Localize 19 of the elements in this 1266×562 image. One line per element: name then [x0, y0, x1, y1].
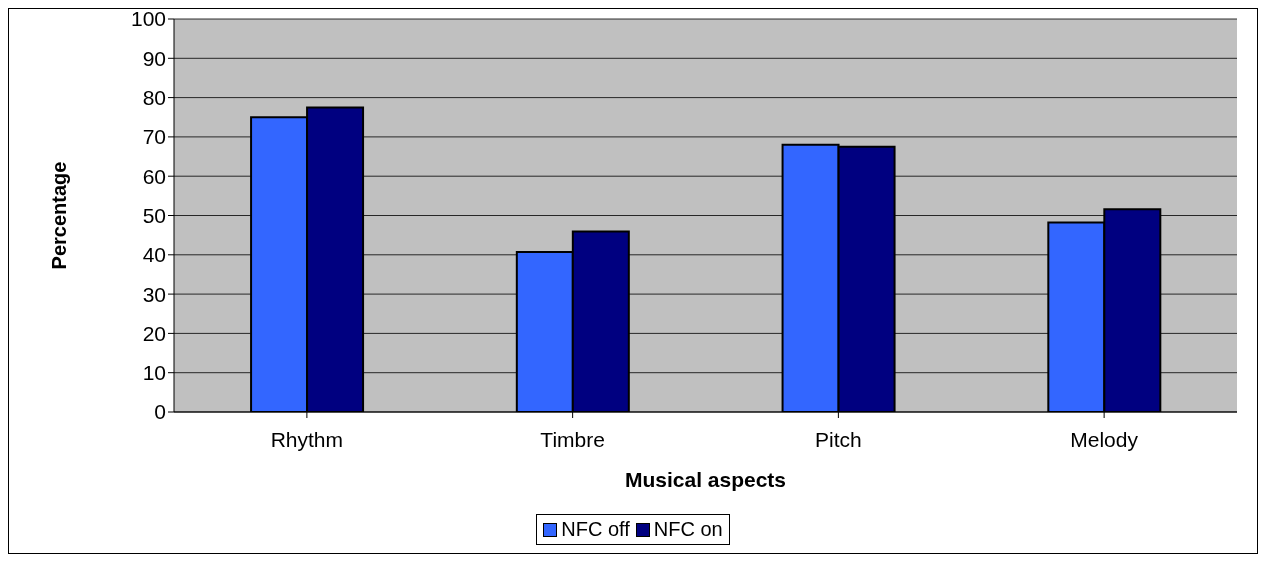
- legend-label: NFC off: [561, 518, 630, 541]
- y-tick-label: 0: [154, 400, 166, 424]
- y-tick-label: 50: [142, 203, 166, 227]
- y-tick-label: 70: [142, 125, 166, 149]
- y-tick-label: 90: [142, 46, 166, 70]
- y-tick-label: 40: [142, 243, 166, 267]
- legend-label: NFC on: [653, 518, 723, 541]
- y-axis-title: Percentage: [48, 161, 71, 270]
- y-tick-label: 100: [130, 7, 166, 31]
- y-tick-label: 20: [142, 321, 166, 345]
- x-tick-label: Rhythm: [270, 427, 344, 451]
- x-tick-label: Timbre: [540, 427, 605, 451]
- x-axis-title: Musical aspects: [624, 467, 787, 491]
- y-tick-label: 10: [142, 361, 166, 385]
- x-tick-label: Pitch: [815, 427, 862, 451]
- y-tick-label: 60: [142, 164, 166, 188]
- y-tick-label: 80: [142, 86, 166, 110]
- y-tick-label: 30: [142, 282, 166, 306]
- x-tick-label: Melody: [1070, 427, 1139, 451]
